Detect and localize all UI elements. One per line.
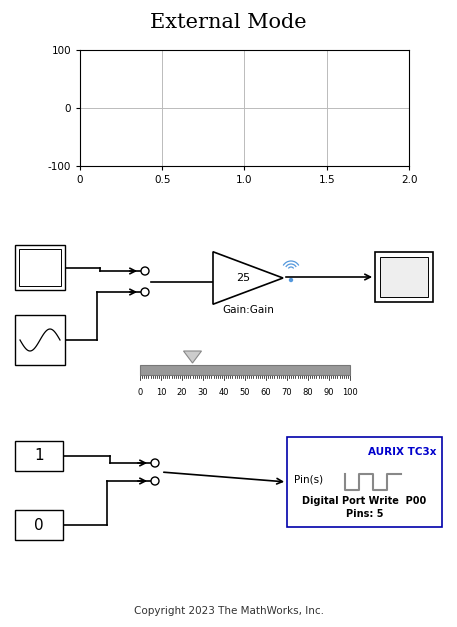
Bar [15,315,65,365]
Text: External Mode: External Mode [150,13,307,31]
Text: 40: 40 [219,388,229,397]
Text: Digital Port Write  P00: Digital Port Write P00 [303,496,427,506]
Text: Pins: 5: Pins: 5 [346,509,383,519]
Text: 80: 80 [303,388,314,397]
Circle shape [289,278,292,282]
Text: 0: 0 [34,517,44,532]
Bar [375,252,433,302]
Text: 30: 30 [198,388,208,397]
Text: Gain:Gain: Gain:Gain [222,305,274,315]
Text: 70: 70 [282,388,292,397]
Circle shape [141,288,149,296]
Bar [380,257,428,297]
Circle shape [151,477,159,485]
Bar [15,510,63,540]
Text: Copyright 2023 The MathWorks, Inc.: Copyright 2023 The MathWorks, Inc. [133,606,324,616]
Text: 50: 50 [240,388,250,397]
Circle shape [151,459,159,467]
Bar [287,437,442,527]
Text: 0: 0 [138,388,143,397]
Bar [15,245,65,290]
Text: 1: 1 [34,448,44,463]
Polygon shape [184,351,202,363]
Polygon shape [213,252,283,304]
Text: Pin(s): Pin(s) [294,475,323,485]
Circle shape [141,267,149,275]
Text: 100: 100 [342,388,358,397]
Text: 25: 25 [236,273,250,283]
Bar [15,441,63,471]
Text: 60: 60 [260,388,271,397]
Bar [140,365,350,375]
Text: 10: 10 [156,388,166,397]
Bar [19,249,61,286]
Text: 20: 20 [177,388,187,397]
Text: 90: 90 [324,388,334,397]
Text: AURIX TC3x: AURIX TC3x [367,447,436,457]
